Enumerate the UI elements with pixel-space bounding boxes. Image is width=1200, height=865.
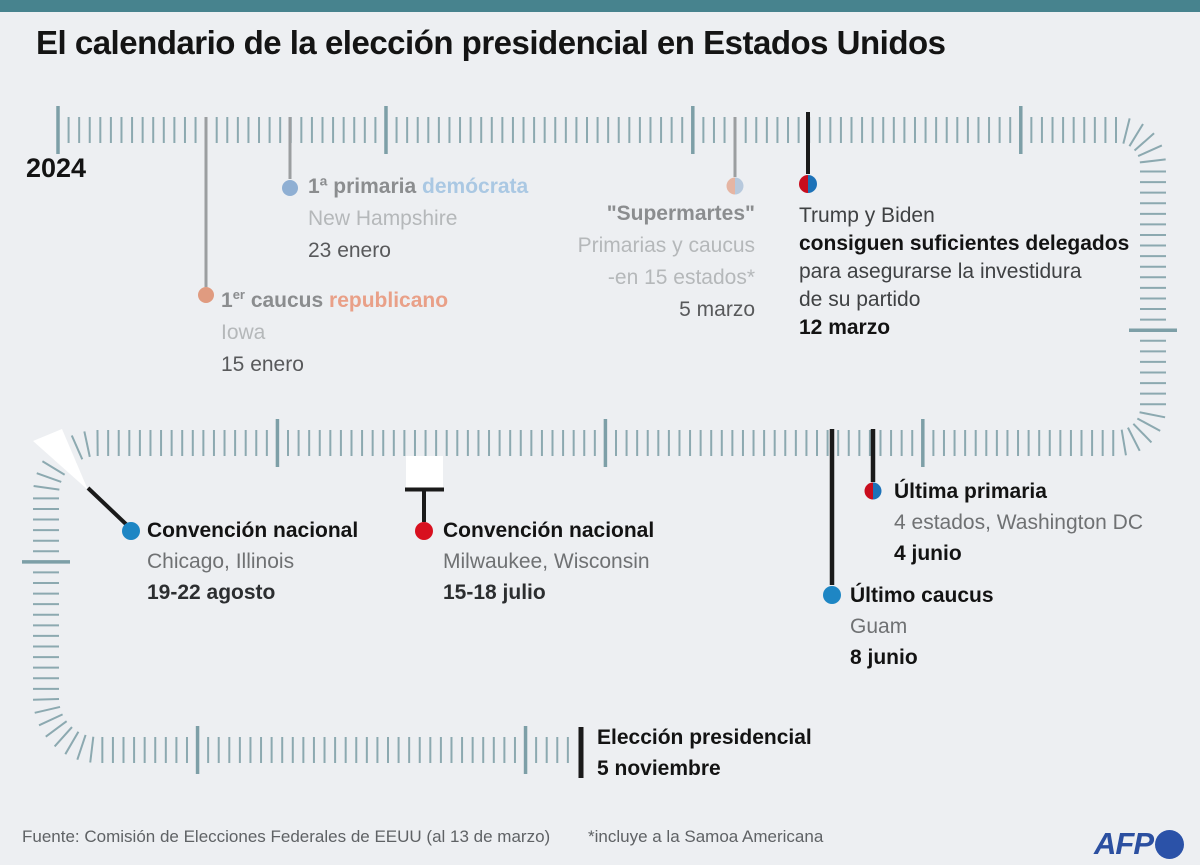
event-markers bbox=[86, 112, 876, 778]
event-date: 19-22 agosto bbox=[147, 581, 276, 604]
dot-republican-convention bbox=[415, 522, 433, 540]
footnote: *incluye a la Samoa Americana bbox=[588, 827, 824, 846]
event-presidential-election: Elección presidencial 5 noviembre bbox=[597, 722, 812, 784]
event-date: 12 marzo bbox=[799, 316, 891, 339]
corner-overlays bbox=[33, 429, 443, 490]
event-date: 4 junio bbox=[894, 542, 962, 565]
dot-last-caucus bbox=[823, 586, 841, 604]
event-title: Convención nacional bbox=[147, 519, 359, 542]
event-title: Última primaria bbox=[894, 480, 1047, 503]
afp-logo: AFP bbox=[1094, 826, 1184, 862]
event-date: 15-18 julio bbox=[443, 581, 546, 604]
event-date: 15 enero bbox=[221, 353, 304, 376]
event-dots bbox=[122, 175, 882, 604]
event-title: "Supermartes" bbox=[606, 202, 755, 225]
chicago-pointer-line bbox=[86, 486, 130, 528]
event-title: Convención nacional bbox=[443, 519, 655, 542]
page-title: El calendario de la elección presidencia… bbox=[36, 24, 946, 61]
event-location: New Hampshire bbox=[308, 207, 458, 230]
milwaukee-flag bbox=[406, 456, 443, 489]
event-date: 23 enero bbox=[308, 239, 391, 262]
dot-last-primary bbox=[864, 482, 882, 500]
event-date: 5 marzo bbox=[679, 298, 755, 321]
afp-logo-text: AFP bbox=[1094, 826, 1154, 861]
event-delegates-secured: Trump y Biden consiguen suficientes dele… bbox=[799, 202, 1129, 342]
event-first-republican-caucus: 1er caucus republicano Iowa 15 enero bbox=[221, 279, 448, 381]
chicago-dart bbox=[33, 429, 88, 490]
event-last-primary: Última primaria 4 estados, Washington DC… bbox=[894, 476, 1143, 569]
event-title: 1er caucus republicano bbox=[221, 287, 449, 312]
dot-super-tuesday bbox=[726, 177, 744, 195]
timeline-ticks bbox=[22, 106, 1177, 775]
event-location: Iowa bbox=[221, 321, 266, 344]
footer-source: Fuente: Comisión de Elecciones Federales… bbox=[22, 827, 551, 846]
top-accent-bar bbox=[0, 0, 1200, 12]
event-title: 1ª primaria demócrata bbox=[308, 175, 529, 198]
year-label: 2024 bbox=[26, 153, 87, 183]
event-date: 5 noviembre bbox=[597, 757, 721, 780]
dot-democratic-convention bbox=[122, 522, 140, 540]
dot-delegates-secured bbox=[799, 175, 817, 193]
event-location: Guam bbox=[850, 615, 908, 638]
event-location: Chicago, Illinois bbox=[147, 550, 295, 573]
dot-first-republican-caucus bbox=[198, 287, 214, 303]
event-location: 4 estados, Washington DC bbox=[894, 511, 1144, 534]
event-last-caucus: Último caucus Guam 8 junio bbox=[850, 580, 994, 673]
event-title: Elección presidencial bbox=[597, 726, 812, 749]
event-republican-convention: Convención nacional Milwaukee, Wisconsin… bbox=[443, 515, 654, 608]
dot-first-democratic-primary bbox=[282, 180, 298, 196]
event-title: Último caucus bbox=[850, 584, 994, 607]
event-super-tuesday: "Supermartes" Primarias y caucus -en 15 … bbox=[505, 198, 755, 326]
event-democratic-convention: Convención nacional Chicago, Illinois 19… bbox=[147, 515, 358, 608]
event-date: 8 junio bbox=[850, 646, 918, 669]
afp-logo-circle bbox=[1155, 829, 1184, 859]
event-location: Milwaukee, Wisconsin bbox=[443, 550, 650, 573]
event-first-democratic-primary: 1ª primaria demócrata New Hampshire 23 e… bbox=[308, 171, 528, 267]
